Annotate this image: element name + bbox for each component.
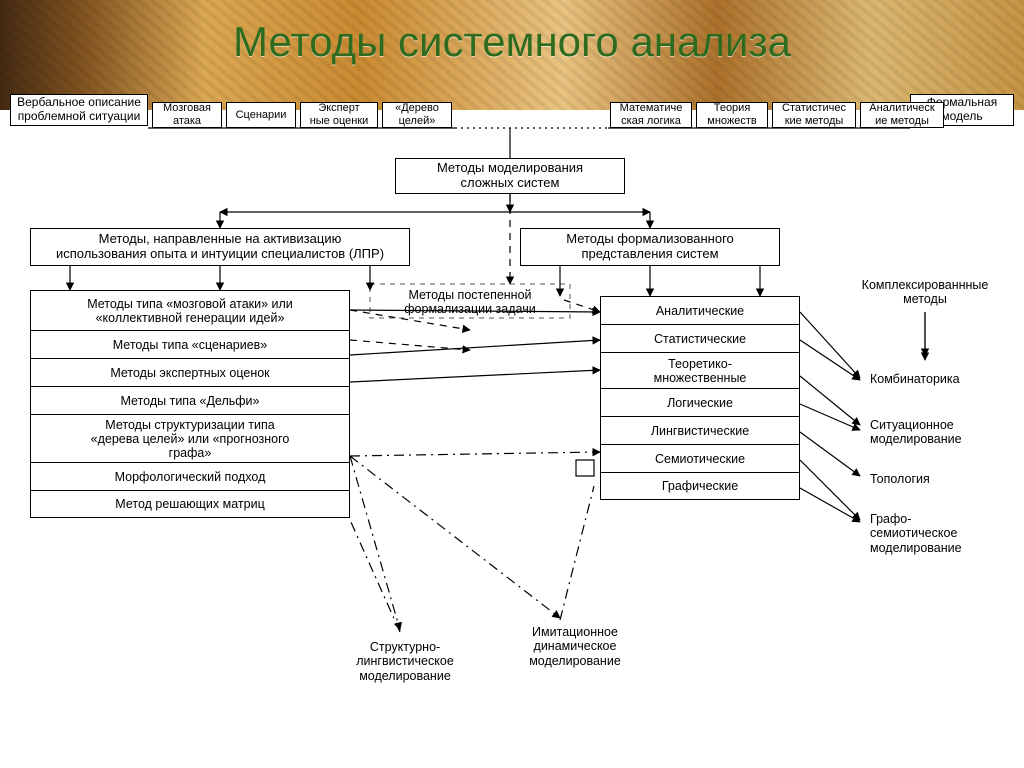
spectrum-item: Математическая логика [610,102,692,128]
complex-item: Комбинаторика [870,372,1020,386]
right-list-item: Лингвистические [600,416,800,444]
left-list-item: Методы типа «мозговой атаки» или«коллект… [30,290,350,330]
spectrum-item: Сценарии [226,102,296,128]
bottom-label: Имитационноединамическоемоделирование [500,625,650,668]
right-list-item: Теоретико-множественные [600,352,800,388]
left-list-item: Методы экспертных оценок [30,358,350,386]
spectrum-item: Мозговаяатака [152,102,222,128]
spectrum-item: Статистические методы [772,102,856,128]
spectrum-left: Вербальное описаниепроблемной ситуации [10,94,148,126]
left-list-item: Методы структуризации типа«дерева целей»… [30,414,350,462]
spectrum-item: Теориямножеств [696,102,768,128]
spectrum-item: Аналитические методы [860,102,944,128]
complex-item: Графо-семиотическоемоделирование [870,512,1020,555]
left-list-item: Метод решающих матриц [30,490,350,518]
left-list-item: Методы типа «Дельфи» [30,386,350,414]
right-list-item: Семиотические [600,444,800,472]
gradual-label: Методы постепеннойформализации задачи [380,288,560,317]
right-list-item: Аналитические [600,296,800,324]
mid-right-box: Методы формализованногопредставления сис… [520,228,780,266]
right-list-item: Логические [600,388,800,416]
complex-item: Топология [870,472,1020,486]
slide-title: Методы системного анализа [0,18,1024,66]
left-list-item: Методы типа «сценариев» [30,330,350,358]
complex-header: Комплексированнныеметоды [840,278,1010,307]
center-top-box: Методы моделированиясложных систем [395,158,625,194]
right-list-item: Статистические [600,324,800,352]
right-list-item: Графические [600,472,800,500]
mid-left-box: Методы, направленные на активизациюиспол… [30,228,410,266]
bottom-label: Структурно-лингвистическоемоделирование [330,640,480,683]
spectrum-item: Экспертные оценки [300,102,378,128]
complex-item: Ситуационноемоделирование [870,418,1020,447]
spectrum-item: «Деревоцелей» [382,102,452,128]
left-list-item: Морфологический подход [30,462,350,490]
